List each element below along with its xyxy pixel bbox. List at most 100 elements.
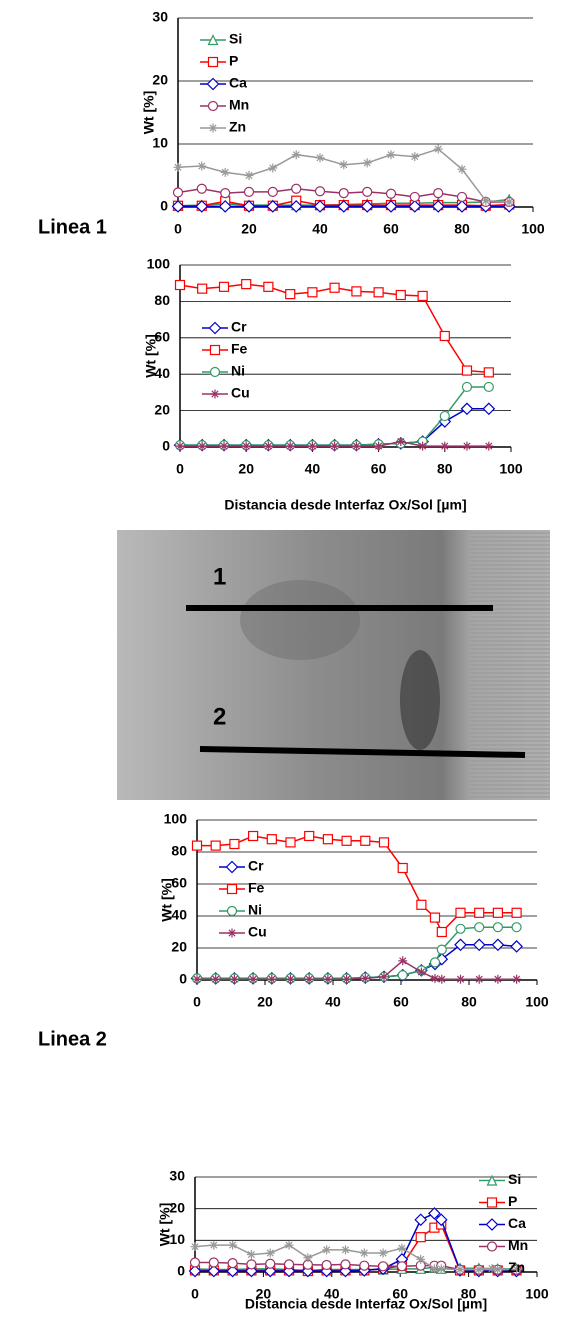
legend-label: Cr xyxy=(231,319,247,335)
marker xyxy=(418,291,427,300)
marker xyxy=(410,192,419,201)
x-tick-label: 80 xyxy=(454,221,470,237)
legend-marker xyxy=(210,323,221,334)
marker xyxy=(339,189,348,198)
marker xyxy=(198,442,207,451)
line-marker: 1 xyxy=(213,563,226,590)
legend-label: Ni xyxy=(248,902,262,918)
marker xyxy=(292,150,301,159)
marker xyxy=(249,832,258,841)
legend-marker xyxy=(208,79,219,90)
marker xyxy=(379,1262,388,1271)
marker xyxy=(303,1253,312,1262)
y-tick-label: 80 xyxy=(154,292,170,308)
marker xyxy=(242,442,251,451)
marker xyxy=(361,836,370,845)
x-tick-label: 60 xyxy=(393,994,409,1010)
marker xyxy=(228,1241,237,1250)
legend-label: Cu xyxy=(248,924,267,940)
x-tick-label: 100 xyxy=(499,461,523,477)
marker xyxy=(360,1249,369,1258)
marker xyxy=(512,923,521,932)
marker xyxy=(242,280,251,289)
marker xyxy=(410,152,419,161)
y-tick-label: 100 xyxy=(164,811,188,827)
series-line xyxy=(197,927,517,978)
marker xyxy=(352,442,361,451)
y-tick-label: 80 xyxy=(171,843,187,859)
marker xyxy=(440,442,449,451)
marker xyxy=(387,189,396,198)
x-tick-label: 20 xyxy=(241,221,257,237)
marker xyxy=(512,908,521,917)
marker xyxy=(431,913,440,922)
marker xyxy=(397,1262,406,1271)
marker xyxy=(245,187,254,196)
x-tick-label: 40 xyxy=(325,994,341,1010)
legend-label: Si xyxy=(229,31,242,47)
series-line xyxy=(195,1213,516,1271)
legend-label: Ca xyxy=(229,75,247,91)
marker xyxy=(398,971,407,980)
legend-label: Si xyxy=(508,1171,521,1187)
marker xyxy=(456,908,465,917)
marker xyxy=(456,924,465,933)
x-tick-label: 100 xyxy=(525,994,549,1010)
marker xyxy=(437,945,446,954)
marker xyxy=(174,163,183,172)
sem-image: 1 2 xyxy=(117,530,550,800)
marker xyxy=(197,184,206,193)
marker xyxy=(221,168,230,177)
legend-marker xyxy=(211,390,220,399)
marker xyxy=(286,838,295,847)
marker xyxy=(193,841,202,850)
marker xyxy=(360,1261,369,1270)
marker xyxy=(458,165,467,174)
legend-label: P xyxy=(508,1193,517,1209)
y-axis-label: Wt [%] xyxy=(157,1203,173,1247)
legend-marker xyxy=(488,1264,497,1273)
marker xyxy=(198,284,207,293)
y-tick-label: 100 xyxy=(147,256,171,272)
x-tick-label: 20 xyxy=(238,461,254,477)
x-tick-label: 20 xyxy=(257,994,273,1010)
legend-label: Fe xyxy=(231,341,248,357)
legend-label: Fe xyxy=(248,880,265,896)
figure: 1 2 Linea 1 Linea 2 0102030020406080100W… xyxy=(0,0,563,1313)
x-tick-label: 0 xyxy=(191,1286,199,1302)
legend-label: Mn xyxy=(229,97,249,113)
y-tick-label: 0 xyxy=(177,1263,185,1279)
marker xyxy=(264,442,273,451)
legend-marker xyxy=(211,346,220,355)
legend-marker xyxy=(228,885,237,894)
marker xyxy=(475,975,484,984)
marker xyxy=(374,442,383,451)
marker xyxy=(416,1233,425,1242)
marker xyxy=(493,923,502,932)
x-tick-label: 0 xyxy=(193,994,201,1010)
marker xyxy=(191,1258,200,1267)
marker xyxy=(456,975,465,984)
marker xyxy=(174,188,183,197)
marker xyxy=(481,196,490,205)
marker xyxy=(440,331,449,340)
marker xyxy=(493,908,502,917)
marker xyxy=(352,287,361,296)
legend-label: Cu xyxy=(231,385,250,401)
marker xyxy=(417,900,426,909)
y-tick-label: 0 xyxy=(179,971,187,987)
legend-label: Zn xyxy=(229,119,246,135)
y-axis-label: Wt [%] xyxy=(141,91,157,135)
section-label: Linea 2 xyxy=(38,1028,107,1050)
x-tick-label: 40 xyxy=(312,221,328,237)
legend-marker xyxy=(488,1242,497,1251)
marker xyxy=(462,366,471,375)
marker xyxy=(462,382,471,391)
legend-marker xyxy=(228,907,237,916)
marker xyxy=(483,403,494,414)
marker xyxy=(415,1214,426,1225)
marker xyxy=(437,928,446,937)
legend-label: Ca xyxy=(508,1215,526,1231)
marker xyxy=(322,1245,331,1254)
marker xyxy=(176,281,185,290)
